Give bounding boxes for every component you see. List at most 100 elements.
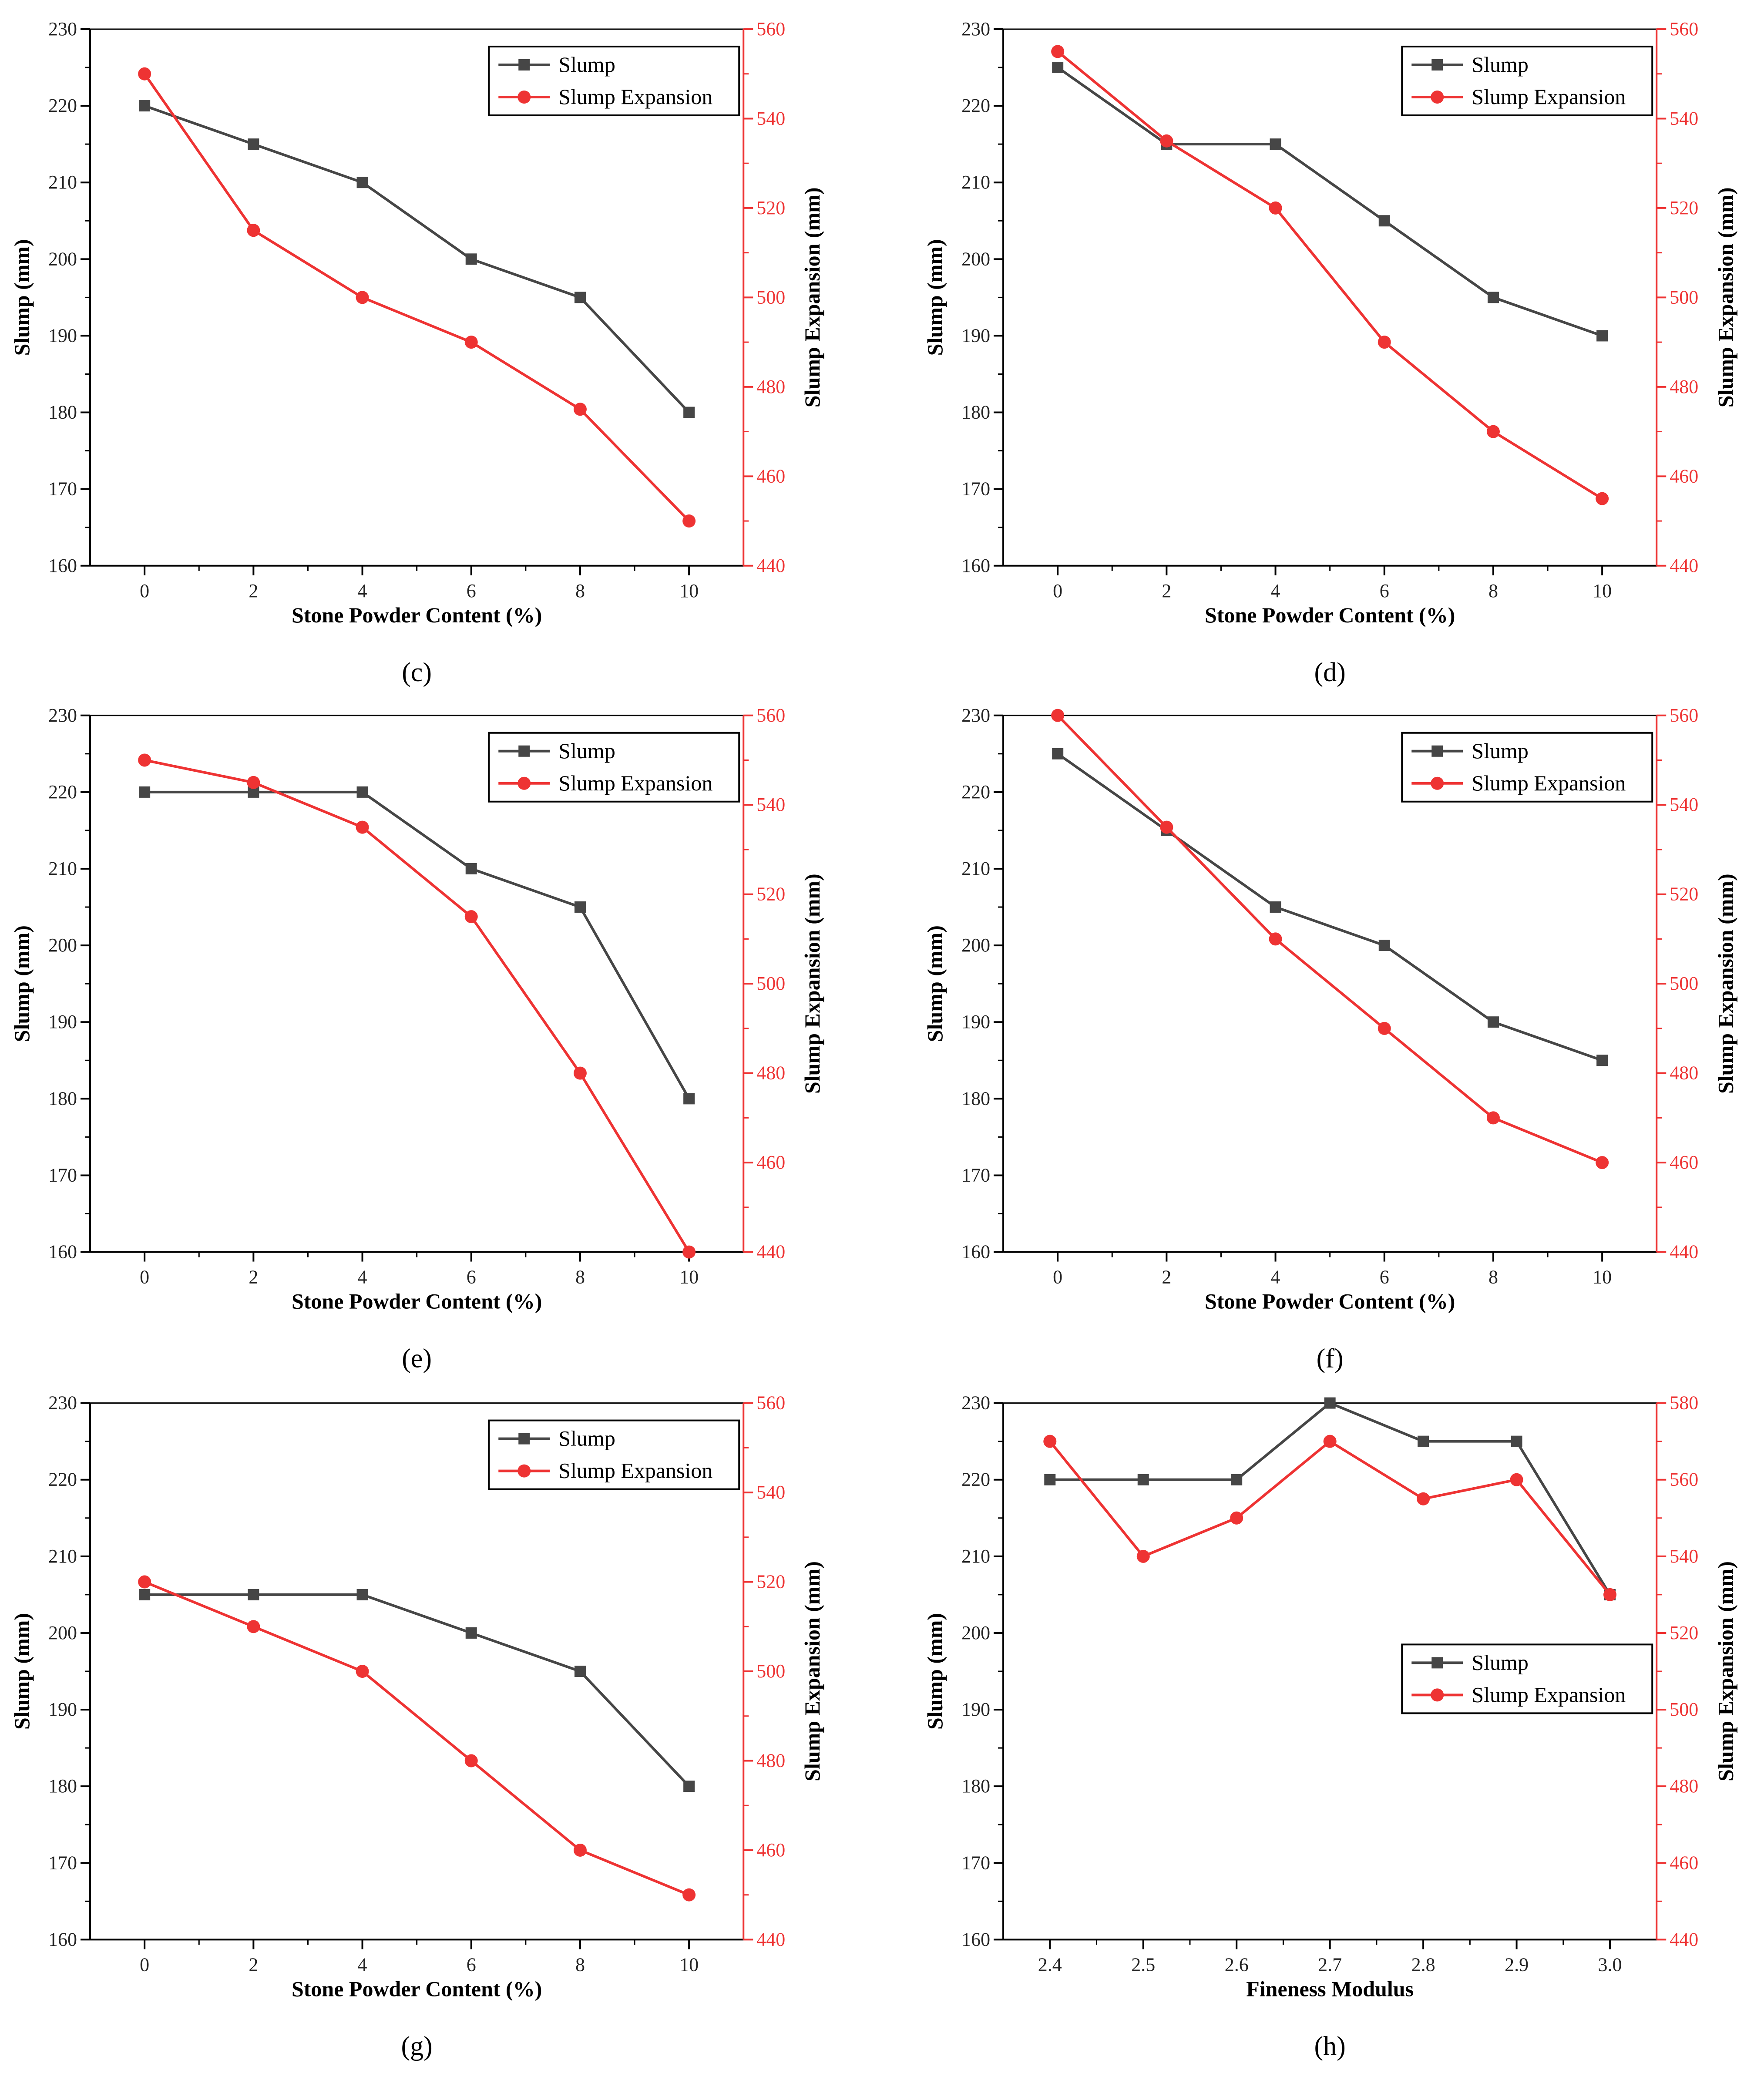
series-line-slump — [144, 1593, 690, 1788]
slump-expansion-point — [1269, 201, 1282, 215]
y-tick-label: 190 — [961, 1011, 990, 1032]
slump-expansion-point — [464, 1754, 478, 1767]
slump-expansion-point — [247, 1620, 260, 1633]
slump-expansion-point — [464, 336, 478, 349]
slump-expansion-point — [247, 224, 260, 237]
y-tick-label: 230 — [961, 18, 990, 40]
series-line-slump — [144, 790, 690, 1099]
y-tick-label: 180 — [961, 1088, 990, 1109]
y2-tick-label: 520 — [1670, 884, 1698, 905]
x-tick-label: 4 — [1271, 1267, 1280, 1288]
slump-point — [1596, 330, 1608, 342]
y-tick-label: 220 — [961, 95, 990, 116]
x-tick-label: 0 — [1053, 580, 1062, 601]
legend-marker — [1431, 1688, 1444, 1702]
x-tick-label: 8 — [575, 1267, 585, 1288]
y-axis-label: Slump (mm) — [10, 239, 34, 356]
y-tick-label: 200 — [961, 1622, 990, 1643]
x-axis-label: Fineness Modulus — [1246, 1976, 1414, 2001]
x-tick-label: 0 — [140, 1267, 149, 1288]
y-tick-label: 180 — [961, 402, 990, 423]
slump-expansion-point — [356, 291, 369, 304]
x-tick-label: 6 — [467, 1954, 476, 1975]
x-tick-label: 0 — [140, 1954, 149, 1975]
y-tick-label: 190 — [48, 1011, 77, 1032]
y2-tick-label: 520 — [1670, 197, 1698, 218]
x-tick-label: 2 — [249, 580, 258, 601]
slump-expansion-point — [1160, 820, 1173, 834]
y-tick-label: 220 — [48, 1469, 77, 1490]
legend-label: Slump Expansion — [558, 1458, 712, 1483]
slump-point — [683, 407, 695, 418]
slump-point — [1137, 1474, 1149, 1485]
slump-point — [683, 1093, 695, 1105]
slump-point — [1511, 1435, 1522, 1447]
legend-box — [1401, 732, 1653, 803]
x-axis-label: Stone Powder Content (%) — [292, 603, 542, 627]
y2-axis-label: Slump Expansion (mm) — [800, 874, 824, 1094]
y2-tick-label: 520 — [756, 197, 785, 218]
y2-tick-label: 480 — [1670, 1062, 1698, 1084]
y-tick-label: 200 — [961, 934, 990, 956]
legend-label: Slump Expansion — [1472, 1682, 1626, 1707]
x-tick-label: 10 — [679, 1954, 699, 1975]
legend-marker — [517, 1464, 531, 1478]
series-line-slump — [1057, 66, 1603, 337]
y2-tick-label: 500 — [1670, 286, 1698, 308]
slump-expansion-point — [682, 1888, 696, 1902]
legend-marker — [1431, 776, 1444, 790]
slump-expansion-point — [573, 1843, 587, 1857]
y2-tick-label: 440 — [756, 1241, 785, 1263]
y-axis-label: Slump (mm) — [10, 925, 34, 1042]
slump-expansion-point — [682, 514, 696, 528]
panel-label: (f) — [1317, 1344, 1344, 1374]
x-tick-label: 10 — [1593, 1267, 1612, 1288]
x-tick-label: 2.8 — [1411, 1954, 1435, 1975]
x-tick-label: 2.9 — [1505, 1954, 1529, 1975]
y2-tick-label: 520 — [756, 884, 785, 905]
x-tick-label: 6 — [467, 580, 476, 601]
slump-expansion-point — [356, 820, 369, 834]
y2-tick-label: 500 — [1670, 973, 1698, 994]
series-line-slump-expansion — [1057, 714, 1603, 1164]
chart-panel: 1601701801902002102202304404604805005205… — [923, 705, 1737, 1374]
y2-tick-label: 460 — [756, 1152, 785, 1173]
legend-box — [488, 1419, 740, 1490]
slump-expansion-point — [1596, 1156, 1609, 1169]
y2-tick-label: 540 — [1670, 794, 1698, 815]
legend-marker — [518, 59, 530, 71]
slump-point — [1596, 1055, 1608, 1066]
y2-tick-label: 500 — [756, 286, 785, 308]
y2-tick-label: 500 — [1670, 1699, 1698, 1720]
y-tick-label: 170 — [961, 478, 990, 500]
x-tick-label: 2.7 — [1318, 1954, 1342, 1975]
slump-point — [574, 292, 586, 303]
legend-marker — [1431, 1657, 1443, 1669]
y2-tick-label: 560 — [1670, 18, 1698, 40]
slump-point — [1270, 901, 1281, 913]
x-tick-label: 0 — [1053, 1267, 1062, 1288]
slump-expansion-point — [1486, 1111, 1500, 1125]
slump-expansion-point — [356, 1665, 369, 1678]
y2-axis-label: Slump Expansion (mm) — [1713, 874, 1737, 1094]
legend-label: Slump — [1472, 739, 1529, 763]
y-tick-label: 160 — [48, 1929, 77, 1950]
y2-tick-label: 580 — [1670, 1392, 1698, 1414]
slump-point — [465, 1627, 477, 1639]
y-tick-label: 220 — [48, 95, 77, 116]
x-axis-label: Stone Powder Content (%) — [1205, 603, 1455, 627]
slump-point — [1418, 1435, 1429, 1447]
y2-tick-label: 440 — [1670, 555, 1698, 576]
x-axis-label: Stone Powder Content (%) — [292, 1289, 542, 1314]
slump-expansion-point — [1051, 45, 1065, 58]
slump-point — [1044, 1474, 1056, 1485]
legend-label: Slump — [558, 739, 615, 763]
y2-tick-label: 560 — [756, 705, 785, 726]
y2-axis-label: Slump Expansion (mm) — [1713, 1561, 1737, 1781]
y2-tick-label: 480 — [1670, 1775, 1698, 1797]
slump-point — [248, 138, 259, 150]
slump-expansion-point — [1378, 1022, 1391, 1035]
x-tick-label: 4 — [1271, 580, 1280, 601]
slump-expansion-point — [138, 67, 151, 81]
x-tick-label: 2 — [1162, 1267, 1171, 1288]
